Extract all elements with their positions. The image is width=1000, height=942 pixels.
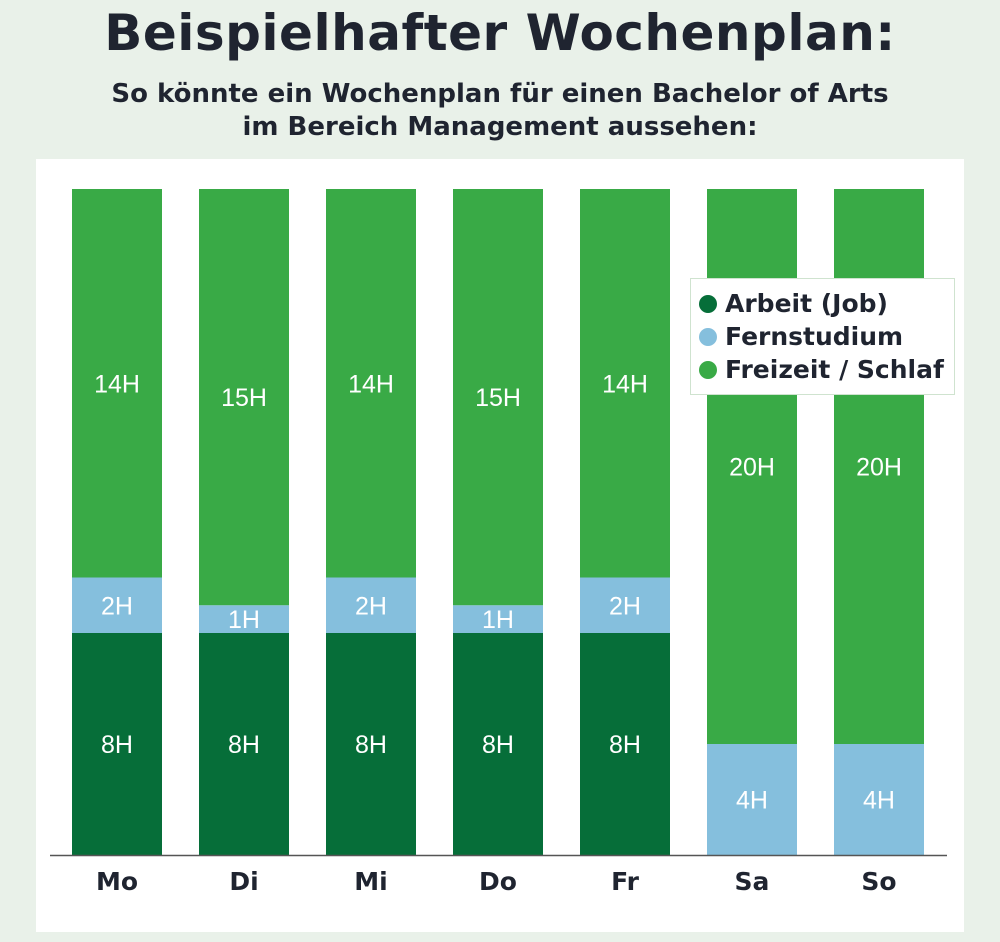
bar-mi-fernstudium	[326, 577, 416, 633]
legend-item-arbeit: Arbeit (Job)	[699, 287, 954, 320]
bar-do-freizeit-schlaf	[453, 189, 543, 606]
legend-item-fernstudium: Fernstudium	[699, 320, 954, 353]
bar-do-arbeit-job	[453, 633, 543, 855]
legend-label-freizeit: Freizeit / Schlaf	[725, 355, 944, 384]
page-title: Beispielhafter Wochenplan:	[104, 4, 896, 62]
legend-label-fernstudium: Fernstudium	[725, 322, 904, 351]
data-label-do-fernstudium: 1H	[482, 606, 514, 634]
bar-so-fernstudium	[834, 744, 924, 855]
x-tick-label-do: Do	[479, 867, 517, 896]
bar-di-arbeit-job	[199, 633, 289, 855]
x-tick-label-so: So	[861, 867, 896, 896]
bar-mo-freizeit-schlaf	[72, 189, 162, 578]
data-label-sa-freizeit-schlaf: 20H	[729, 454, 775, 482]
bar-fr-fernstudium	[580, 577, 670, 633]
data-label-mo-arbeit-job: 8H	[101, 731, 133, 759]
bar-mo-arbeit-job	[72, 633, 162, 855]
page-subtitle: So könnte ein Wochenplan für einen Bache…	[0, 78, 1000, 144]
data-label-mi-fernstudium: 2H	[355, 592, 387, 620]
chart-legend: Arbeit (Job) Fernstudium Freizeit / Schl…	[690, 278, 955, 395]
x-tick-label-mo: Mo	[96, 867, 138, 896]
data-label-so-fernstudium: 4H	[863, 787, 895, 815]
x-tick-label-fr: Fr	[611, 867, 639, 896]
bar-do-fernstudium	[453, 605, 543, 633]
bar-mo-fernstudium	[72, 577, 162, 633]
subtitle-line-2: im Bereich Management aussehen:	[242, 112, 758, 142]
data-label-sa-fernstudium: 4H	[736, 787, 768, 815]
data-label-fr-freizeit-schlaf: 14H	[602, 370, 648, 398]
legend-swatch-fernstudium	[699, 327, 717, 346]
bar-di-freizeit-schlaf	[199, 189, 289, 606]
legend-swatch-arbeit	[699, 294, 717, 313]
legend-label-arbeit: Arbeit (Job)	[725, 289, 888, 318]
data-label-mo-freizeit-schlaf: 14H	[94, 370, 140, 398]
data-label-di-freizeit-schlaf: 15H	[221, 384, 267, 412]
data-label-mo-fernstudium: 2H	[101, 592, 133, 620]
bar-di-fernstudium	[199, 605, 289, 633]
data-label-di-fernstudium: 1H	[228, 606, 260, 634]
data-label-do-arbeit-job: 8H	[482, 731, 514, 759]
bar-sa-fernstudium	[707, 744, 797, 855]
x-tick-label-mi: Mi	[354, 867, 387, 896]
legend-item-freizeit: Freizeit / Schlaf	[699, 353, 954, 386]
data-label-di-arbeit-job: 8H	[228, 731, 260, 759]
legend-swatch-freizeit	[699, 360, 717, 379]
data-label-mi-freizeit-schlaf: 14H	[348, 370, 394, 398]
bar-mi-arbeit-job	[326, 633, 416, 855]
data-label-so-freizeit-schlaf: 20H	[856, 454, 902, 482]
x-tick-label-sa: Sa	[735, 867, 770, 896]
x-tick-label-di: Di	[229, 867, 258, 896]
data-label-fr-arbeit-job: 8H	[609, 731, 641, 759]
bar-mi-freizeit-schlaf	[326, 189, 416, 578]
bar-fr-arbeit-job	[580, 633, 670, 855]
data-label-mi-arbeit-job: 8H	[355, 731, 387, 759]
subtitle-line-1: So könnte ein Wochenplan für einen Bache…	[111, 79, 889, 109]
data-label-fr-fernstudium: 2H	[609, 592, 641, 620]
data-label-do-freizeit-schlaf: 15H	[475, 384, 521, 412]
bar-fr-freizeit-schlaf	[580, 189, 670, 578]
